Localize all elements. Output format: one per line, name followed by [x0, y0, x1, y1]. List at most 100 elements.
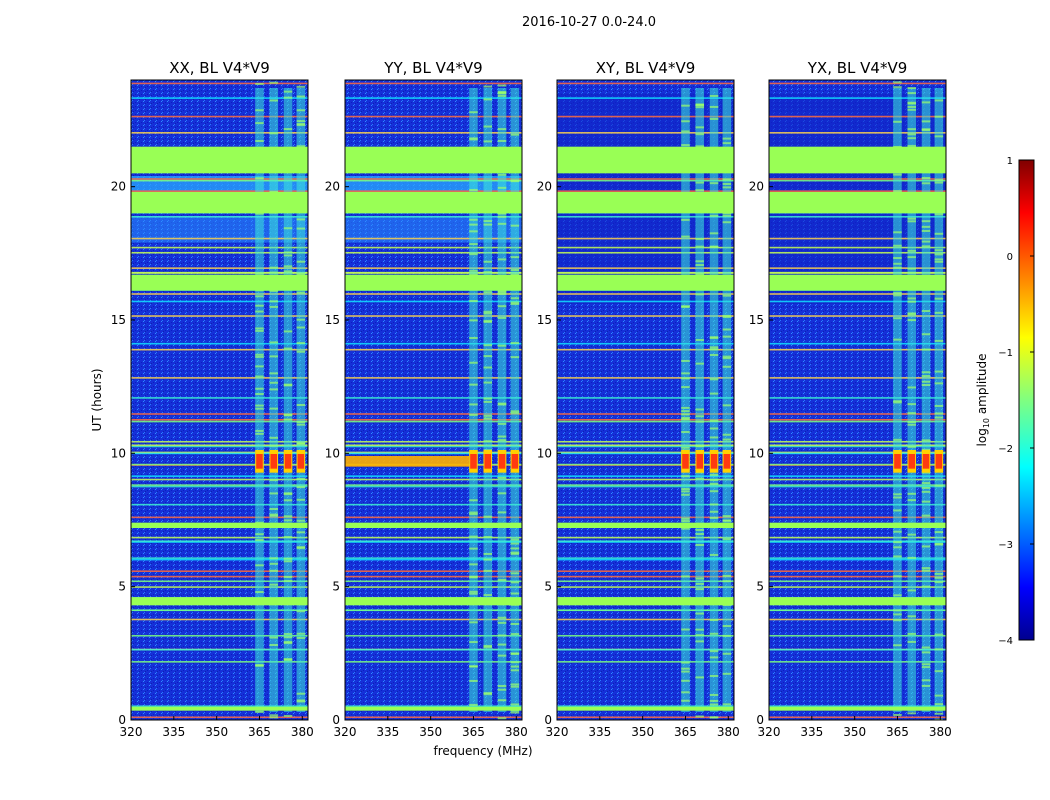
- rfi-channel-speck: [296, 404, 306, 407]
- rfi-channel-speck: [722, 672, 732, 675]
- rfi-channel-speck: [907, 92, 917, 95]
- rfi-channel-speck: [497, 616, 507, 619]
- rfi-channel-speck: [510, 669, 520, 672]
- rfi-channel-speck: [934, 179, 944, 182]
- rfi-channel-speck: [907, 589, 917, 592]
- heatmap-image: [557, 80, 734, 720]
- rfi-channel-speck: [722, 294, 732, 297]
- rfi-time-line: [557, 342, 734, 345]
- flagged-band: [557, 192, 734, 214]
- rfi-time-line: [345, 178, 522, 180]
- heatmap-image: [769, 80, 946, 720]
- rfi-channel-speck: [483, 644, 493, 647]
- rfi-channel-speck: [695, 245, 705, 248]
- rfi-channel-speck: [907, 313, 917, 316]
- rfi-channel-speck: [709, 105, 719, 108]
- rfi-time-line: [131, 190, 308, 192]
- x-tick-label: 350: [843, 725, 866, 739]
- rfi-channel-speck: [934, 718, 944, 720]
- rfi-channel-speck: [907, 712, 917, 715]
- rfi-channel-speck: [296, 318, 306, 321]
- rfi-channel-speck: [510, 302, 520, 305]
- rfi-channel-speck: [296, 291, 306, 294]
- rfi-time-line: [557, 377, 734, 379]
- y-tick-label: 5: [118, 580, 126, 594]
- rfi-channel-speck: [695, 272, 705, 275]
- rfi-channel-speck: [469, 218, 478, 221]
- rfi-time-line: [557, 420, 734, 423]
- rfi-channel-speck: [695, 640, 705, 643]
- rfi-channel-speck: [255, 664, 264, 667]
- rfi-channel-column: [510, 88, 520, 712]
- rfi-channel-speck: [497, 139, 507, 142]
- rfi-channel-speck: [681, 628, 690, 631]
- rfi-time-line: [131, 132, 308, 134]
- rfi-channel-speck: [469, 336, 478, 339]
- rfi-channel-speck: [907, 640, 917, 643]
- rfi-channel-speck: [497, 422, 507, 425]
- rfi-channel-speck: [709, 473, 719, 476]
- rfi-time-line: [769, 440, 946, 443]
- rfi-channel-speck: [709, 346, 719, 349]
- rfi-channel-speck: [934, 213, 944, 216]
- rfi-channel-column: [283, 88, 293, 712]
- rfi-channel-speck: [483, 85, 493, 88]
- x-tick-label: 350: [205, 725, 228, 739]
- rfi-channel-speck: [921, 245, 931, 248]
- rfi-time-line: [345, 475, 522, 477]
- rfi-channel-speck: [510, 133, 520, 136]
- rfi-channel-speck: [893, 713, 902, 716]
- rfi-channel-speck: [469, 499, 478, 502]
- rfi-channel-speck: [483, 312, 493, 315]
- rfi-channel-speck: [695, 577, 705, 580]
- rfi-time-line: [345, 558, 522, 561]
- rfi-channel-speck: [934, 135, 944, 138]
- rfi-channel-speck: [907, 492, 917, 495]
- rfi-channel-speck: [695, 408, 705, 411]
- rfi-channel-speck: [695, 126, 705, 129]
- rfi-channel-speck: [296, 423, 306, 426]
- rfi-time-line: [345, 179, 522, 182]
- rfi-channel-speck: [907, 403, 917, 406]
- rfi-channel-speck: [255, 387, 264, 390]
- rfi-channel-speck: [893, 609, 902, 612]
- rfi-time-line: [557, 570, 734, 572]
- rfi-time-line: [557, 97, 734, 99]
- rfi-channel-speck: [681, 431, 690, 434]
- rfi-channel-speck: [483, 366, 493, 369]
- rfi-channel-speck: [255, 82, 264, 85]
- rfi-time-line: [345, 293, 522, 295]
- rfi-channel-speck: [722, 634, 732, 637]
- rfi-channel-speck: [921, 333, 931, 336]
- rfi-time-line: [131, 575, 308, 578]
- rfi-channel-speck: [921, 500, 931, 503]
- rfi-channel-speck: [907, 445, 917, 448]
- y-tick-label: 15: [111, 313, 126, 327]
- rfi-channel-speck: [722, 652, 732, 655]
- rfi-channel-speck: [269, 266, 279, 269]
- rfi-time-line: [131, 267, 308, 269]
- rfi-channel-speck: [681, 410, 690, 413]
- rfi-time-line: [557, 418, 734, 421]
- rfi-time-line: [769, 315, 946, 317]
- rfi-channel-speck: [709, 699, 719, 702]
- heatmap-image: [345, 80, 522, 720]
- flagged-band: [557, 522, 734, 528]
- rfi-channel-speck: [695, 628, 705, 631]
- rfi-time-line: [557, 132, 734, 134]
- rfi-time-line: [345, 315, 522, 317]
- rfi-channel-speck: [510, 356, 520, 359]
- rfi-channel-speck: [283, 580, 293, 583]
- rfi-time-line: [557, 272, 734, 274]
- rfi-channel-speck: [255, 177, 264, 180]
- rfi-channel-speck: [722, 580, 732, 583]
- rfi-channel-speck: [483, 515, 493, 518]
- rfi-channel-speck: [497, 717, 507, 720]
- rfi-time-line: [769, 484, 946, 486]
- rfi-time-line: [131, 445, 308, 448]
- rfi-channel-speck: [469, 269, 478, 272]
- rfi-channel-speck: [296, 486, 306, 489]
- rfi-time-line: [769, 475, 946, 477]
- rfi-channel-column: [893, 88, 902, 712]
- rfi-time-line: [769, 541, 946, 543]
